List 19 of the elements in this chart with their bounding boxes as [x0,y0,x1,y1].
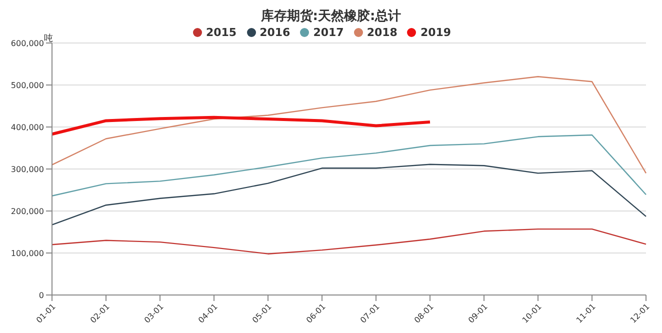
legend-label: 2019 [420,26,452,39]
line-series [51,164,647,226]
y-tick-label: 600,000 [10,38,44,48]
chart-title: 库存期货:天然橡胶:总计 [260,8,402,26]
line-series [50,116,432,136]
line-series [51,134,647,196]
legend-label: 2015 [206,26,237,39]
y-tick-label: 100,000 [10,248,44,258]
y-tick-label: 500,000 [10,80,44,90]
y-tick-label: 200,000 [10,206,44,216]
y-axis-title: 吨 [44,32,53,45]
y-tick-label: 300,000 [10,164,44,174]
y-tick-label: 400,000 [10,122,44,132]
legend-label: 2018 [366,26,398,39]
legend-label: 2017 [313,26,344,39]
legend-label: 2016 [260,26,290,39]
y-tick-label: 0 [38,290,44,300]
line-series [51,228,647,254]
line-series [51,76,647,174]
